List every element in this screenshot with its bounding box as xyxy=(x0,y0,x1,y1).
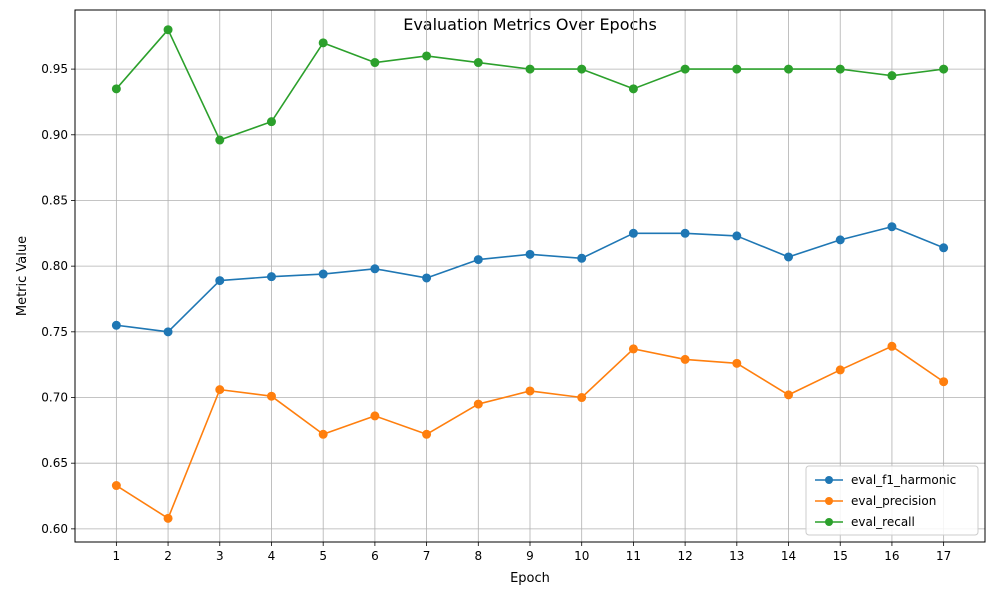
y-tick-label: 0.90 xyxy=(41,128,68,142)
data-point xyxy=(370,58,380,68)
y-tick-label: 0.85 xyxy=(41,193,68,207)
data-point xyxy=(266,117,276,127)
data-point xyxy=(577,253,587,263)
legend-item: eval_f1_harmonic xyxy=(815,473,956,487)
data-point xyxy=(422,429,432,439)
data-point xyxy=(266,391,276,401)
x-axis-ticks: 1 2 3 4 5 6 7 8 9 10 11 12 13 14 15 16 17 xyxy=(113,542,951,563)
data-point xyxy=(835,235,845,245)
data-point xyxy=(939,243,949,253)
x-tick-label: 2 xyxy=(164,549,172,563)
data-point xyxy=(732,231,742,241)
data-point xyxy=(370,411,380,421)
data-point xyxy=(577,393,587,403)
x-tick-label: 9 xyxy=(526,549,534,563)
x-tick-label: 5 xyxy=(319,549,327,563)
x-tick-label: 13 xyxy=(729,549,744,563)
x-tick-label: 16 xyxy=(884,549,899,563)
data-point xyxy=(628,84,638,94)
data-point xyxy=(577,64,587,74)
data-point xyxy=(525,249,535,259)
series-eval_f1_harmonic xyxy=(111,222,949,337)
series-layer xyxy=(111,25,949,523)
legend-label: eval_f1_harmonic xyxy=(851,473,956,487)
y-axis-ticks: 0.60 0.65 0.70 0.75 0.80 0.85 0.90 0.95 xyxy=(41,62,75,536)
series-eval_recall xyxy=(111,25,949,145)
data-point xyxy=(680,228,690,238)
x-tick-label: 8 xyxy=(474,549,482,563)
y-axis-title: Metric Value xyxy=(15,236,30,316)
data-point xyxy=(732,64,742,74)
data-point xyxy=(525,64,535,74)
legend-marker xyxy=(825,497,833,505)
data-point xyxy=(473,58,483,68)
data-point xyxy=(680,354,690,364)
y-tick-label: 0.65 xyxy=(41,456,68,470)
data-point xyxy=(835,365,845,375)
x-tick-label: 15 xyxy=(833,549,848,563)
data-point xyxy=(111,320,121,330)
data-point xyxy=(215,385,225,395)
data-point xyxy=(215,276,225,286)
data-point xyxy=(266,272,276,282)
data-point xyxy=(473,255,483,265)
x-tick-label: 7 xyxy=(423,549,431,563)
data-point xyxy=(422,273,432,283)
x-tick-label: 12 xyxy=(677,549,692,563)
data-point xyxy=(318,269,328,279)
series-eval_precision xyxy=(111,341,949,523)
data-point xyxy=(784,64,794,74)
x-tick-label: 11 xyxy=(626,549,641,563)
data-point xyxy=(784,252,794,262)
data-point xyxy=(111,481,121,491)
data-point xyxy=(939,377,949,387)
x-tick-label: 4 xyxy=(268,549,276,563)
data-point xyxy=(163,513,173,523)
data-point xyxy=(370,264,380,274)
y-tick-label: 0.75 xyxy=(41,325,68,339)
data-point xyxy=(784,390,794,400)
y-tick-label: 0.95 xyxy=(41,62,68,76)
legend-item: eval_precision xyxy=(815,494,936,508)
data-point xyxy=(422,51,432,61)
legend: eval_f1_harmonic eval_precision eval_recal… xyxy=(805,465,979,536)
data-point xyxy=(732,358,742,368)
data-point xyxy=(887,71,897,81)
data-point xyxy=(525,386,535,396)
y-tick-label: 0.80 xyxy=(41,259,68,273)
x-axis-title: Epoch xyxy=(510,571,550,586)
x-tick-label: 3 xyxy=(216,549,224,563)
data-point xyxy=(680,64,690,74)
x-tick-label: 14 xyxy=(781,549,796,563)
data-point xyxy=(628,344,638,354)
x-tick-label: 17 xyxy=(936,549,951,563)
data-point xyxy=(215,135,225,145)
legend-box xyxy=(805,465,979,536)
y-tick-label: 0.60 xyxy=(41,522,68,536)
data-point xyxy=(628,228,638,238)
legend-item: eval_recall xyxy=(815,515,915,529)
data-point xyxy=(163,327,173,337)
legend-marker xyxy=(825,476,833,484)
grid xyxy=(75,10,985,542)
data-point xyxy=(111,84,121,94)
data-point xyxy=(939,64,949,74)
legend-marker xyxy=(825,518,833,526)
data-point xyxy=(318,38,328,48)
data-point xyxy=(473,399,483,409)
x-tick-label: 6 xyxy=(371,549,379,563)
data-point xyxy=(318,429,328,439)
legend-label: eval_recall xyxy=(851,515,915,529)
x-tick-label: 1 xyxy=(113,549,121,563)
y-tick-label: 0.70 xyxy=(41,391,68,405)
data-point xyxy=(835,64,845,74)
data-point xyxy=(887,341,897,351)
data-point xyxy=(163,25,173,35)
x-tick-label: 10 xyxy=(574,549,589,563)
data-point xyxy=(887,222,897,232)
legend-label: eval_precision xyxy=(851,494,936,508)
